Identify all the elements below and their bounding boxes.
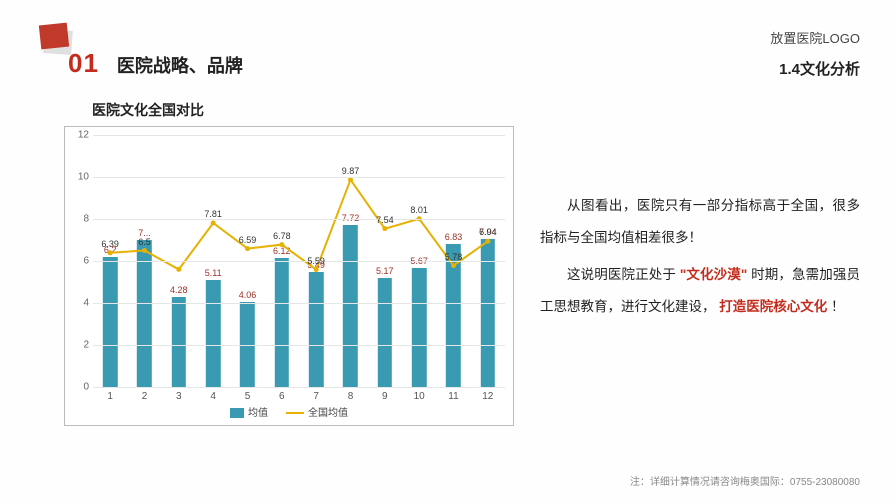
chart-title: 医院文化全国对比: [92, 100, 514, 120]
header: 01 医院战略、品牌: [68, 48, 243, 79]
p2-hl1: "文化沙漠": [680, 267, 747, 282]
line-value-label: 6.59: [239, 235, 257, 245]
slide: 放置医院LOGO 01 医院战略、品牌 1.4文化分析 医院文化全国对比 6.2…: [0, 0, 896, 504]
x-tick-label: 8: [348, 391, 354, 402]
line-value-label: 5.59: [307, 256, 325, 266]
line-value-label: 7.54: [376, 215, 394, 225]
x-tick-label: 6: [279, 391, 285, 402]
line-value-label: 6.39: [101, 239, 119, 249]
p2c: ！: [831, 299, 845, 314]
p1: 从图看出，医院只有一部分指标高于全国，很多指标与全国均值相差很多！: [540, 198, 860, 245]
x-tick-label: 11: [448, 391, 458, 402]
line-value-label: 6.78: [273, 231, 291, 241]
x-tick-label: 2: [142, 391, 148, 402]
line-value-label: 6.94: [479, 227, 497, 237]
line-value-label: 9.87: [342, 166, 360, 176]
legend: 均值 全国均值: [65, 404, 513, 419]
chart-plot: 6.217...24.2835.1144.0656.1265.4977.7285…: [93, 135, 505, 387]
x-tick-label: 10: [414, 391, 425, 402]
line-value-label: 8.01: [410, 205, 428, 215]
analysis-text: 从图看出，医院只有一部分指标高于全国，很多指标与全国均值相差很多！ 这说明医院正…: [540, 190, 860, 328]
p2-hl2: 打造医院核心文化: [719, 299, 827, 314]
line-value-label: 5.78: [445, 252, 463, 262]
chart-box: 6.217...24.2835.1144.0656.1265.4977.7285…: [64, 126, 514, 426]
x-tick-label: 7: [313, 391, 319, 402]
subsection-title: 1.4文化分析: [779, 58, 860, 79]
chart-container: 医院文化全国对比 6.217...24.2835.1144.0656.1265.…: [64, 100, 514, 426]
x-tick-label: 9: [382, 391, 388, 402]
legend-line: 全国均值: [286, 404, 348, 419]
logo-placeholder: 放置医院LOGO: [770, 28, 860, 47]
x-tick-label: 4: [210, 391, 216, 402]
x-tick-label: 5: [245, 391, 251, 402]
legend-bar: 均值: [230, 404, 268, 419]
line-value-label: 7.81: [204, 209, 222, 219]
line-value-label: 6.5: [138, 237, 151, 247]
footnote: 注：详细计算情况请咨询梅奥国际：0755-23080080: [630, 473, 860, 488]
x-tick-label: 3: [176, 391, 182, 402]
x-tick-label: 12: [482, 391, 493, 402]
x-tick-label: 1: [107, 391, 113, 402]
section-number: 01: [68, 48, 99, 79]
section-title: 医院战略、品牌: [117, 52, 243, 78]
p2a: 这说明医院正处于: [567, 267, 676, 282]
